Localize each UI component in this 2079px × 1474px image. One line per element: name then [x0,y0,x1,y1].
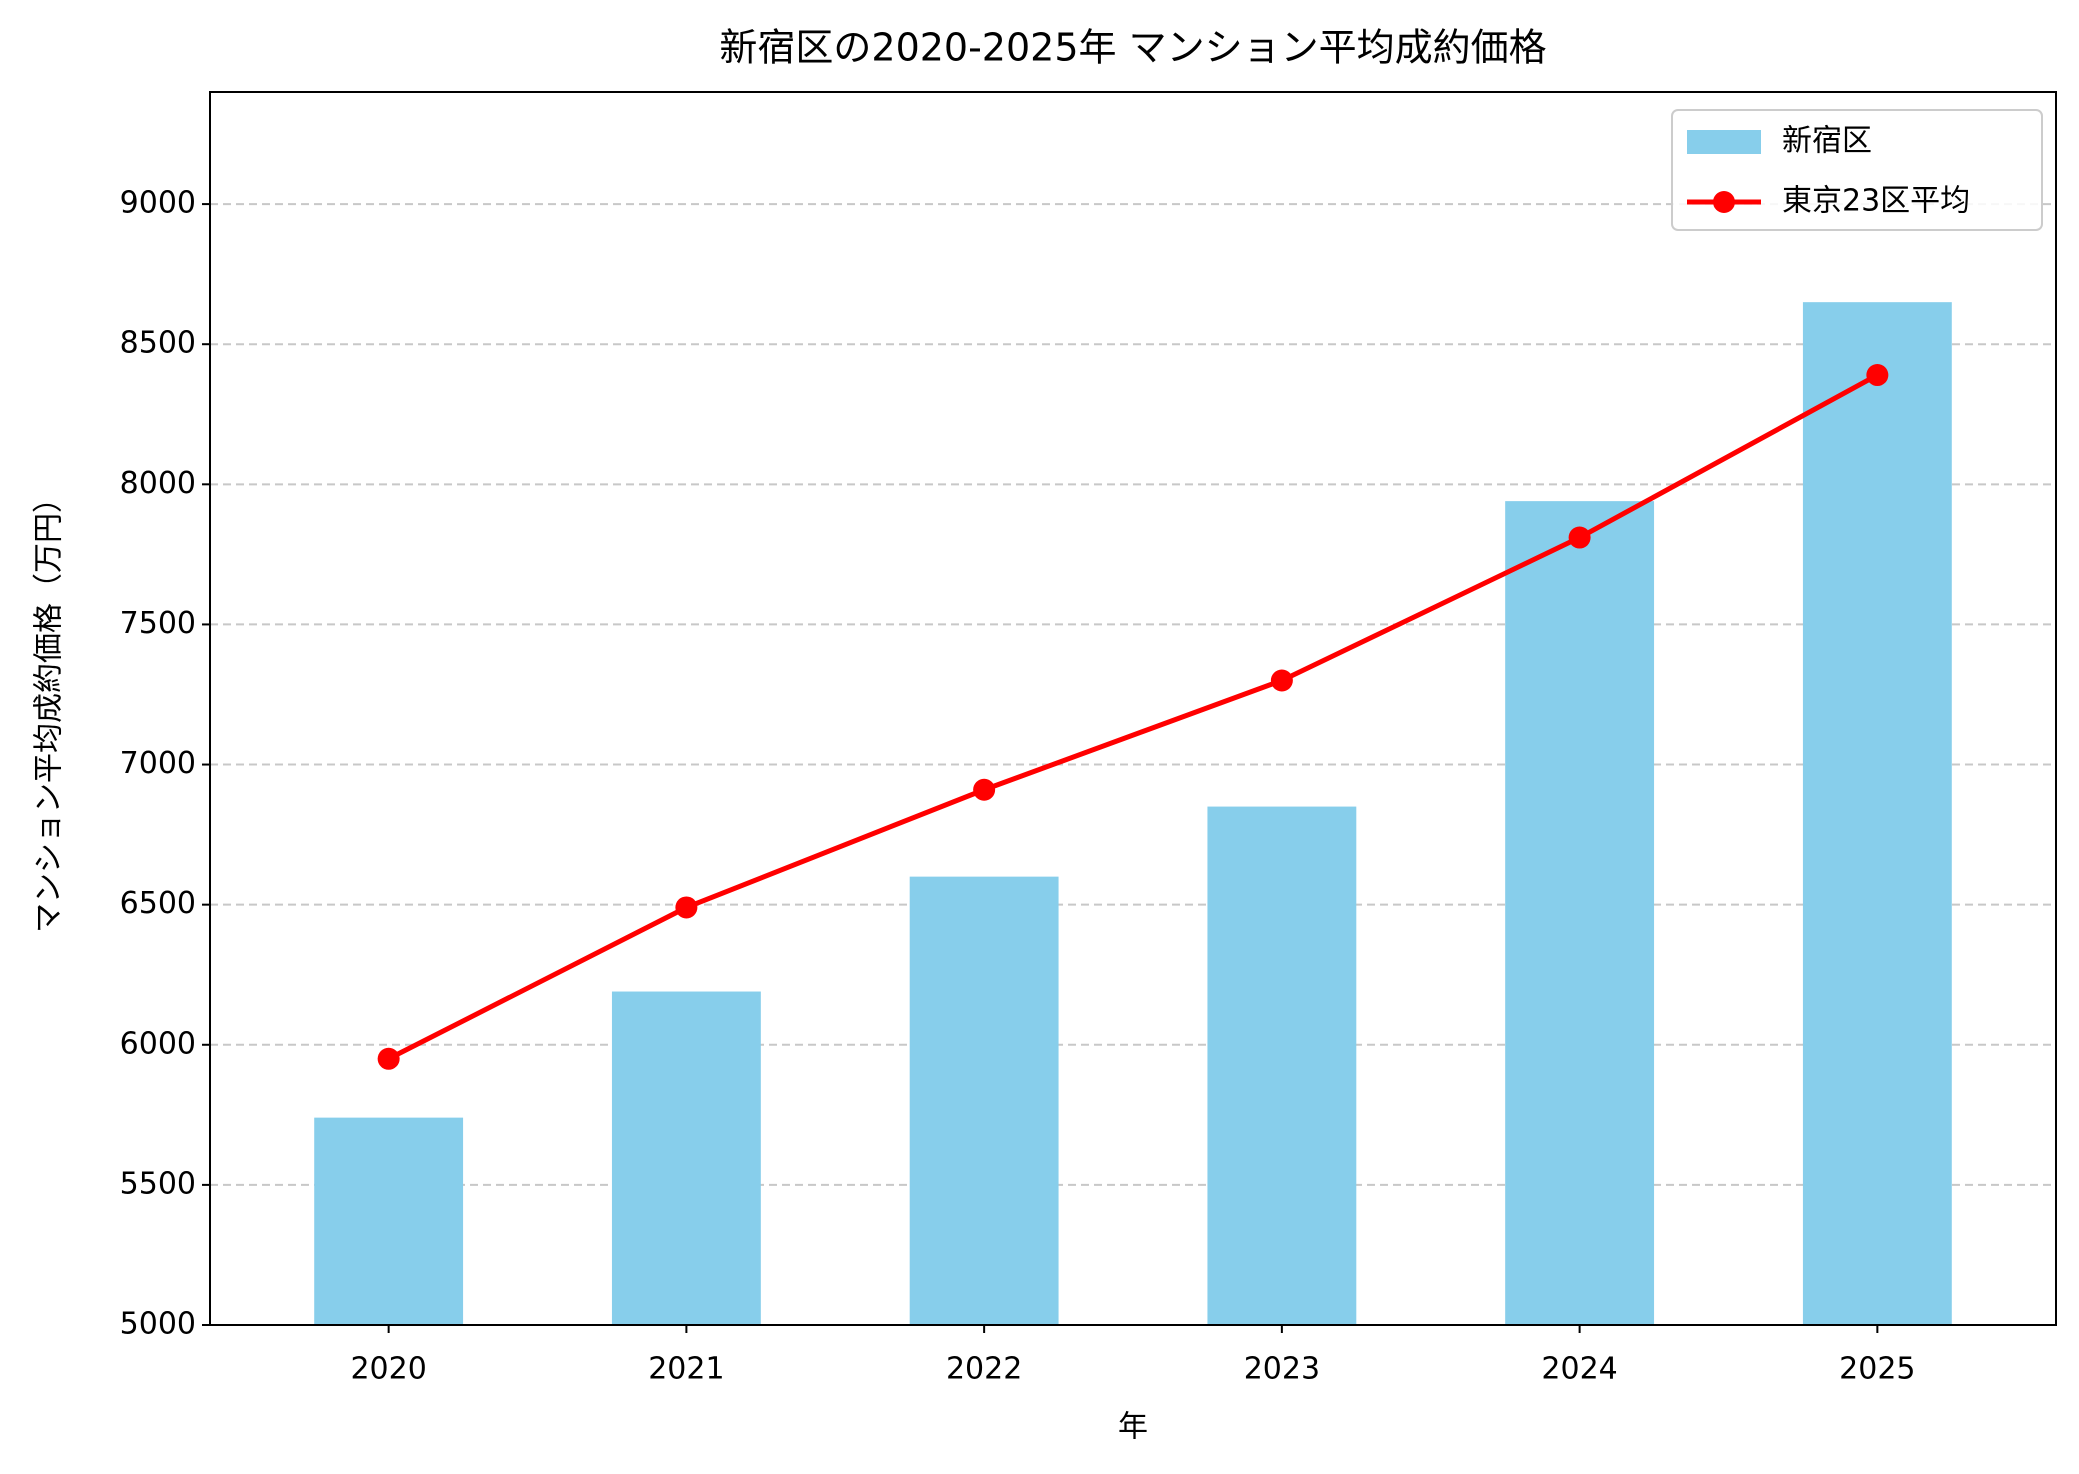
legend-marker [1713,191,1735,213]
bar [314,1117,464,1325]
x-tick-label: 2021 [648,1352,724,1387]
x-tick-label: 2020 [350,1352,426,1387]
bar [1505,501,1655,1325]
x-tick-label: 2022 [946,1352,1022,1387]
legend-label: 東京23区平均 [1782,184,1970,219]
x-tick-label: 2025 [1839,1352,1915,1387]
bar [1207,806,1357,1325]
x-tick-label: 2023 [1244,1352,1320,1387]
y-tick-label: 7000 [120,746,196,781]
y-axis-label: マンション平均成約価格（万円） [32,483,67,933]
point [377,1047,400,1070]
bar [611,991,761,1325]
y-tick-label: 6000 [120,1026,196,1061]
bar [1802,302,1952,1326]
point [675,896,698,919]
point [1270,669,1293,692]
y-tick-label: 7500 [120,606,196,641]
point [1568,526,1591,549]
legend-label: 新宿区 [1782,124,1872,159]
y-tick-label: 8000 [120,466,196,501]
y-tick-label: 6500 [120,886,196,921]
point [973,778,996,801]
x-tick-label: 2024 [1541,1352,1617,1387]
chart-title: 新宿区の2020-2025年 マンション平均成約価格 [719,26,1546,70]
bar [909,876,1059,1325]
point [1866,364,1889,387]
y-tick-label: 5500 [120,1166,196,1201]
y-tick-label: 5000 [120,1307,196,1342]
legend-swatch [1687,130,1761,154]
plot-frame [209,91,2057,1326]
y-tick-label: 8500 [120,326,196,361]
x-axis-label: 年 [1118,1410,1148,1445]
y-tick-label: 9000 [120,186,196,221]
legend-frame [1671,109,2043,231]
line [387,372,1879,1062]
